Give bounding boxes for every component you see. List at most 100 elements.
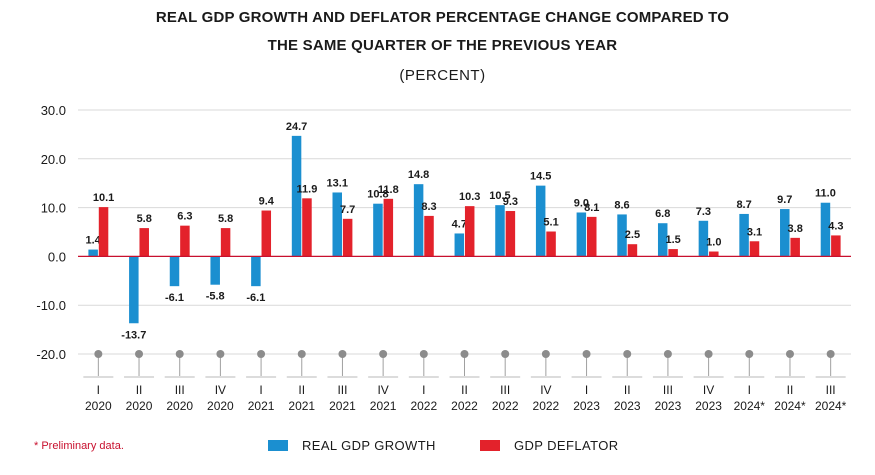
gdp-bar: [820, 202, 831, 257]
deflator-bar: [139, 228, 149, 257]
gdp-data-label: 11.0: [815, 188, 836, 200]
gdp-bar: [373, 203, 383, 257]
gdp-data-label: 24.7: [286, 121, 307, 133]
axis-marker: [582, 350, 591, 358]
x-tick-quarter-label: I: [585, 383, 588, 397]
legend-item-deflator: GDP DEFLATOR: [480, 436, 619, 454]
gdp-data-label: -6.1: [246, 292, 265, 304]
gdp-data-label: 13.1: [327, 177, 348, 189]
deflator-data-label: 6.3: [177, 211, 192, 223]
x-tick-year-label: 2021: [329, 399, 356, 413]
x-tick-year-label: 2020: [207, 399, 234, 413]
deflator-bar: [587, 216, 597, 257]
axis-marker: [745, 350, 754, 358]
gdp-data-label: 4.7: [452, 218, 467, 230]
x-tick-year-label: 2024*: [734, 399, 766, 413]
x-tick-quarter-label: I: [259, 383, 262, 397]
deflator-bar: [668, 249, 678, 257]
gdp-bar: [332, 192, 342, 257]
x-tick-year-label: 2023: [695, 399, 722, 413]
deflator-data-label: 1.5: [665, 234, 680, 246]
axis-marker: [216, 350, 225, 358]
legend-swatch-gdp: [268, 439, 288, 451]
x-tick-year-label: 2021: [288, 399, 315, 413]
deflator-bar: [627, 244, 638, 257]
axis-marker: [623, 350, 632, 358]
gdp-bar: [169, 256, 180, 287]
x-tick-quarter-label: II: [787, 383, 794, 397]
deflator-data-label: 11.8: [378, 184, 399, 196]
x-tick-year-label: 2022: [451, 399, 478, 413]
axis-marker: [541, 350, 550, 358]
deflator-bar: [180, 225, 190, 257]
axis-marker: [175, 350, 184, 358]
axis-marker: [135, 350, 144, 358]
x-tick-quarter-label: III: [500, 383, 510, 397]
x-tick-year-label: 2020: [85, 399, 112, 413]
x-tick-quarter-label: IV: [540, 383, 551, 397]
gdp-bar: [454, 233, 465, 257]
y-tick-label: 10.0: [41, 201, 66, 216]
gdp-data-label: 14.5: [530, 171, 551, 183]
x-tick-year-label: 2024*: [815, 399, 847, 413]
x-tick-year-label: 2023: [573, 399, 600, 413]
gdp-data-label: 9.0: [574, 197, 589, 209]
deflator-bar: [98, 207, 109, 257]
deflator-bar: [464, 206, 475, 257]
axis-marker: [501, 350, 510, 358]
legend-label-deflator: GDP DEFLATOR: [514, 437, 619, 453]
deflator-bar: [261, 210, 272, 257]
chart-title-line-1: REAL GDP GROWTH AND DEFLATOR PERCENTAGE …: [155, 9, 730, 26]
y-tick-label: 20.0: [41, 152, 66, 167]
deflator-bar: [220, 228, 231, 257]
deflator-data-label: 5.8: [137, 213, 152, 225]
x-tick-year-label: 2021: [370, 399, 397, 413]
axis-marker: [297, 350, 306, 358]
gdp-bar: [495, 205, 505, 257]
gdp-data-label: 6.8: [655, 208, 670, 220]
legend-label-gdp: REAL GDP GROWTH: [302, 437, 436, 453]
deflator-data-label: 5.1: [543, 217, 558, 229]
gdp-bar: [617, 214, 627, 257]
gdp-data-label: 8.7: [736, 199, 751, 211]
deflator-bar: [546, 231, 556, 257]
gdp-data-label: -5.8: [206, 291, 225, 303]
axis-marker: [94, 350, 103, 358]
axis-marker: [460, 350, 469, 358]
gdp-bar: [576, 212, 587, 257]
deflator-data-label: 9.3: [503, 196, 518, 208]
x-tick-year-label: 2024*: [774, 399, 806, 413]
gdp-data-label: 8.6: [614, 199, 629, 211]
axis-marker: [379, 350, 388, 358]
deflator-bar: [342, 218, 353, 257]
x-tick-quarter-label: IV: [215, 383, 226, 397]
x-tick-quarter-label: IV: [377, 383, 388, 397]
x-tick-quarter-label: I: [422, 383, 425, 397]
gdp-bar: [780, 209, 790, 257]
deflator-data-label: 10.1: [93, 192, 114, 204]
gdp-bar: [129, 256, 139, 324]
gdp-data-label: 10.8: [367, 189, 388, 201]
footnote: * Preliminary data.: [34, 440, 124, 452]
deflator-data-label: 5.8: [218, 213, 233, 225]
gdp-bar: [657, 223, 668, 257]
gdp-data-label: 9.7: [777, 194, 792, 206]
deflator-data-label: 8.3: [421, 201, 436, 213]
gdp-data-label: 14.8: [408, 169, 429, 181]
x-tick-quarter-label: II: [624, 383, 631, 397]
axis-marker: [785, 350, 794, 358]
deflator-data-label: 10.3: [459, 191, 480, 203]
axis-marker: [704, 350, 713, 358]
gdp-data-label: -13.7: [121, 329, 146, 341]
x-tick-quarter-label: II: [298, 383, 305, 397]
deflator-data-label: 3.8: [788, 223, 803, 235]
axis-marker: [419, 350, 428, 358]
deflator-bar: [749, 241, 760, 257]
x-tick-year-label: 2022: [492, 399, 519, 413]
deflator-bar: [302, 198, 312, 257]
deflator-data-label: 8.1: [584, 202, 599, 214]
gdp-data-label: 10.5: [489, 190, 510, 202]
legend-item-gdp: REAL GDP GROWTH: [268, 436, 436, 454]
x-tick-quarter-label: III: [826, 383, 836, 397]
